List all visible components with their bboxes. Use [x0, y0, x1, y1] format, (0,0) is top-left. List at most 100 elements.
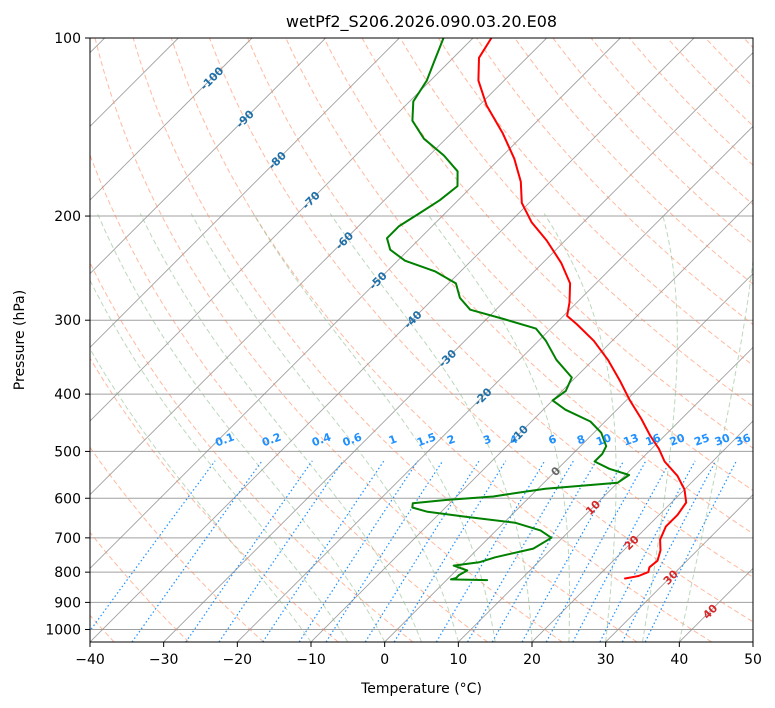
dry-adiabat-line	[247, 38, 753, 578]
isotherm-label: 40	[700, 602, 720, 622]
mixing-ratio-label: 1	[387, 433, 399, 448]
dry-adiabat-line	[132, 38, 638, 642]
isotherm-label: -90	[234, 107, 257, 130]
dry-adiabat-line	[323, 38, 753, 492]
isotherm-line	[90, 38, 474, 422]
dry-adiabat-line	[476, 38, 753, 326]
mixing-ratio-label: 16	[644, 431, 663, 449]
dry-adiabat-line	[90, 153, 488, 642]
isotherm-line	[90, 38, 547, 496]
y-tick-label: 400	[54, 387, 81, 403]
isotherm-line	[531, 420, 753, 642]
isotherm-label: -70	[300, 189, 323, 212]
x-tick-label: 20	[523, 652, 541, 668]
mixing-ratio-line	[621, 460, 717, 642]
isotherm-line	[90, 38, 253, 201]
moist-adiabat-line	[190, 213, 459, 642]
dry-adiabat-line	[552, 38, 753, 245]
dry-adiabat-line	[90, 357, 339, 642]
isotherm-line	[605, 494, 753, 642]
y-tick-label: 700	[54, 531, 81, 547]
moist-adiabat-line	[678, 256, 753, 642]
isotherm-line	[90, 38, 621, 569]
isotherm-line	[163, 52, 753, 642]
plot-area: 0.1 0.2 0.4 0.6 1 1.5 2 3 4 6 8 10 13 16 20 25 30 36-100-…	[90, 38, 753, 642]
isotherm-line	[679, 567, 753, 642]
isotherm-label: -60	[333, 229, 356, 252]
x-tick-label: 40	[670, 652, 688, 668]
x-tick-label: −40	[75, 652, 105, 668]
mixing-ratio-line	[185, 460, 313, 642]
y-tick-label: 600	[54, 491, 81, 507]
x-tick-label: 10	[449, 652, 467, 668]
isotherm-label: -30	[436, 347, 459, 370]
mixing-ratio-line	[262, 460, 385, 642]
x-tick-label: 50	[744, 652, 762, 668]
isotherm-line	[90, 38, 326, 275]
dewpoint-profile-line	[386, 38, 631, 582]
moist-adiabat-line	[90, 347, 312, 642]
isotherm-label: -100	[198, 64, 227, 93]
isotherm-label: 10	[583, 498, 603, 518]
mixing-ratio-line	[298, 460, 419, 642]
isotherm-label: -50	[367, 269, 390, 292]
isotherm-line	[237, 125, 753, 642]
mixing-ratio-label: 2	[445, 433, 457, 448]
mixing-ratio-label: 0.4	[310, 430, 333, 449]
mixing-ratio-label: 6	[547, 432, 559, 447]
mixing-ratio-label: 25	[692, 431, 711, 448]
dry-adiabat-line	[170, 38, 712, 642]
mixing-ratio-label: 3	[481, 433, 493, 448]
isotherm-line	[384, 273, 753, 642]
x-tick-label: −30	[149, 652, 179, 668]
dry-adiabat-line	[399, 38, 753, 408]
mixing-ratio-line	[218, 460, 344, 642]
mixing-ratio-line	[644, 460, 738, 642]
mixing-ratio-line	[90, 460, 216, 632]
isotherm-label: -80	[266, 149, 289, 172]
mixing-ratio-line	[572, 460, 671, 642]
x-axis-label: Temperature (°C)	[360, 681, 482, 697]
mixing-ratio-label: 0.1	[213, 431, 236, 450]
dry-adiabat-line	[361, 38, 753, 449]
dry-adiabat-line	[90, 261, 414, 642]
moist-adiabat-line	[329, 213, 533, 642]
mixing-ratio-line	[545, 460, 647, 642]
moist-adiabat-line	[96, 213, 386, 642]
x-tick-label: 30	[597, 652, 615, 668]
y-tick-label: 100	[54, 31, 81, 47]
dry-adiabat-line	[743, 38, 753, 49]
mixing-ratio-label: 10	[594, 431, 613, 449]
dry-adiabat-line	[667, 38, 753, 127]
isotherm-line	[90, 38, 695, 642]
moist-adiabat-line	[543, 213, 617, 642]
dry-adiabat-line	[437, 38, 753, 366]
isotherm-line	[458, 346, 753, 642]
moist-adiabat-line	[426, 213, 570, 642]
y-tick-label: 800	[54, 565, 81, 581]
dry-adiabat-line	[209, 38, 753, 623]
y-tick-label: 900	[54, 595, 81, 611]
isotherm-line	[90, 38, 400, 348]
mixing-ratio-line	[131, 460, 263, 642]
mixing-ratio-line	[364, 460, 480, 642]
isotherm-line	[752, 641, 753, 642]
mixing-ratio-label: 13	[622, 431, 641, 448]
moist-adiabat-lines	[90, 213, 753, 642]
mixing-ratio-label: 36	[734, 431, 753, 449]
mixing-ratio-line	[491, 460, 597, 642]
dry-adiabat-line	[705, 38, 753, 88]
mixing-ratio-line	[521, 460, 625, 642]
x-tick-label: 0	[380, 652, 389, 668]
mixing-ratio-label: 0.6	[341, 430, 364, 449]
mixing-ratio-label: 0.2	[260, 430, 283, 449]
mixing-ratio-label: 8	[575, 433, 587, 448]
isotherm-label: 20	[622, 533, 642, 553]
dry-adiabat-line	[90, 531, 190, 642]
chart-title: wetPf2_S206.2026.090.03.20.E08	[286, 12, 557, 32]
profile-series	[386, 38, 688, 582]
isotherm-label: 0	[549, 464, 564, 479]
isotherm-label: -40	[401, 308, 424, 331]
y-tick-label: 200	[54, 209, 81, 225]
dry-adiabat-line	[90, 446, 264, 642]
